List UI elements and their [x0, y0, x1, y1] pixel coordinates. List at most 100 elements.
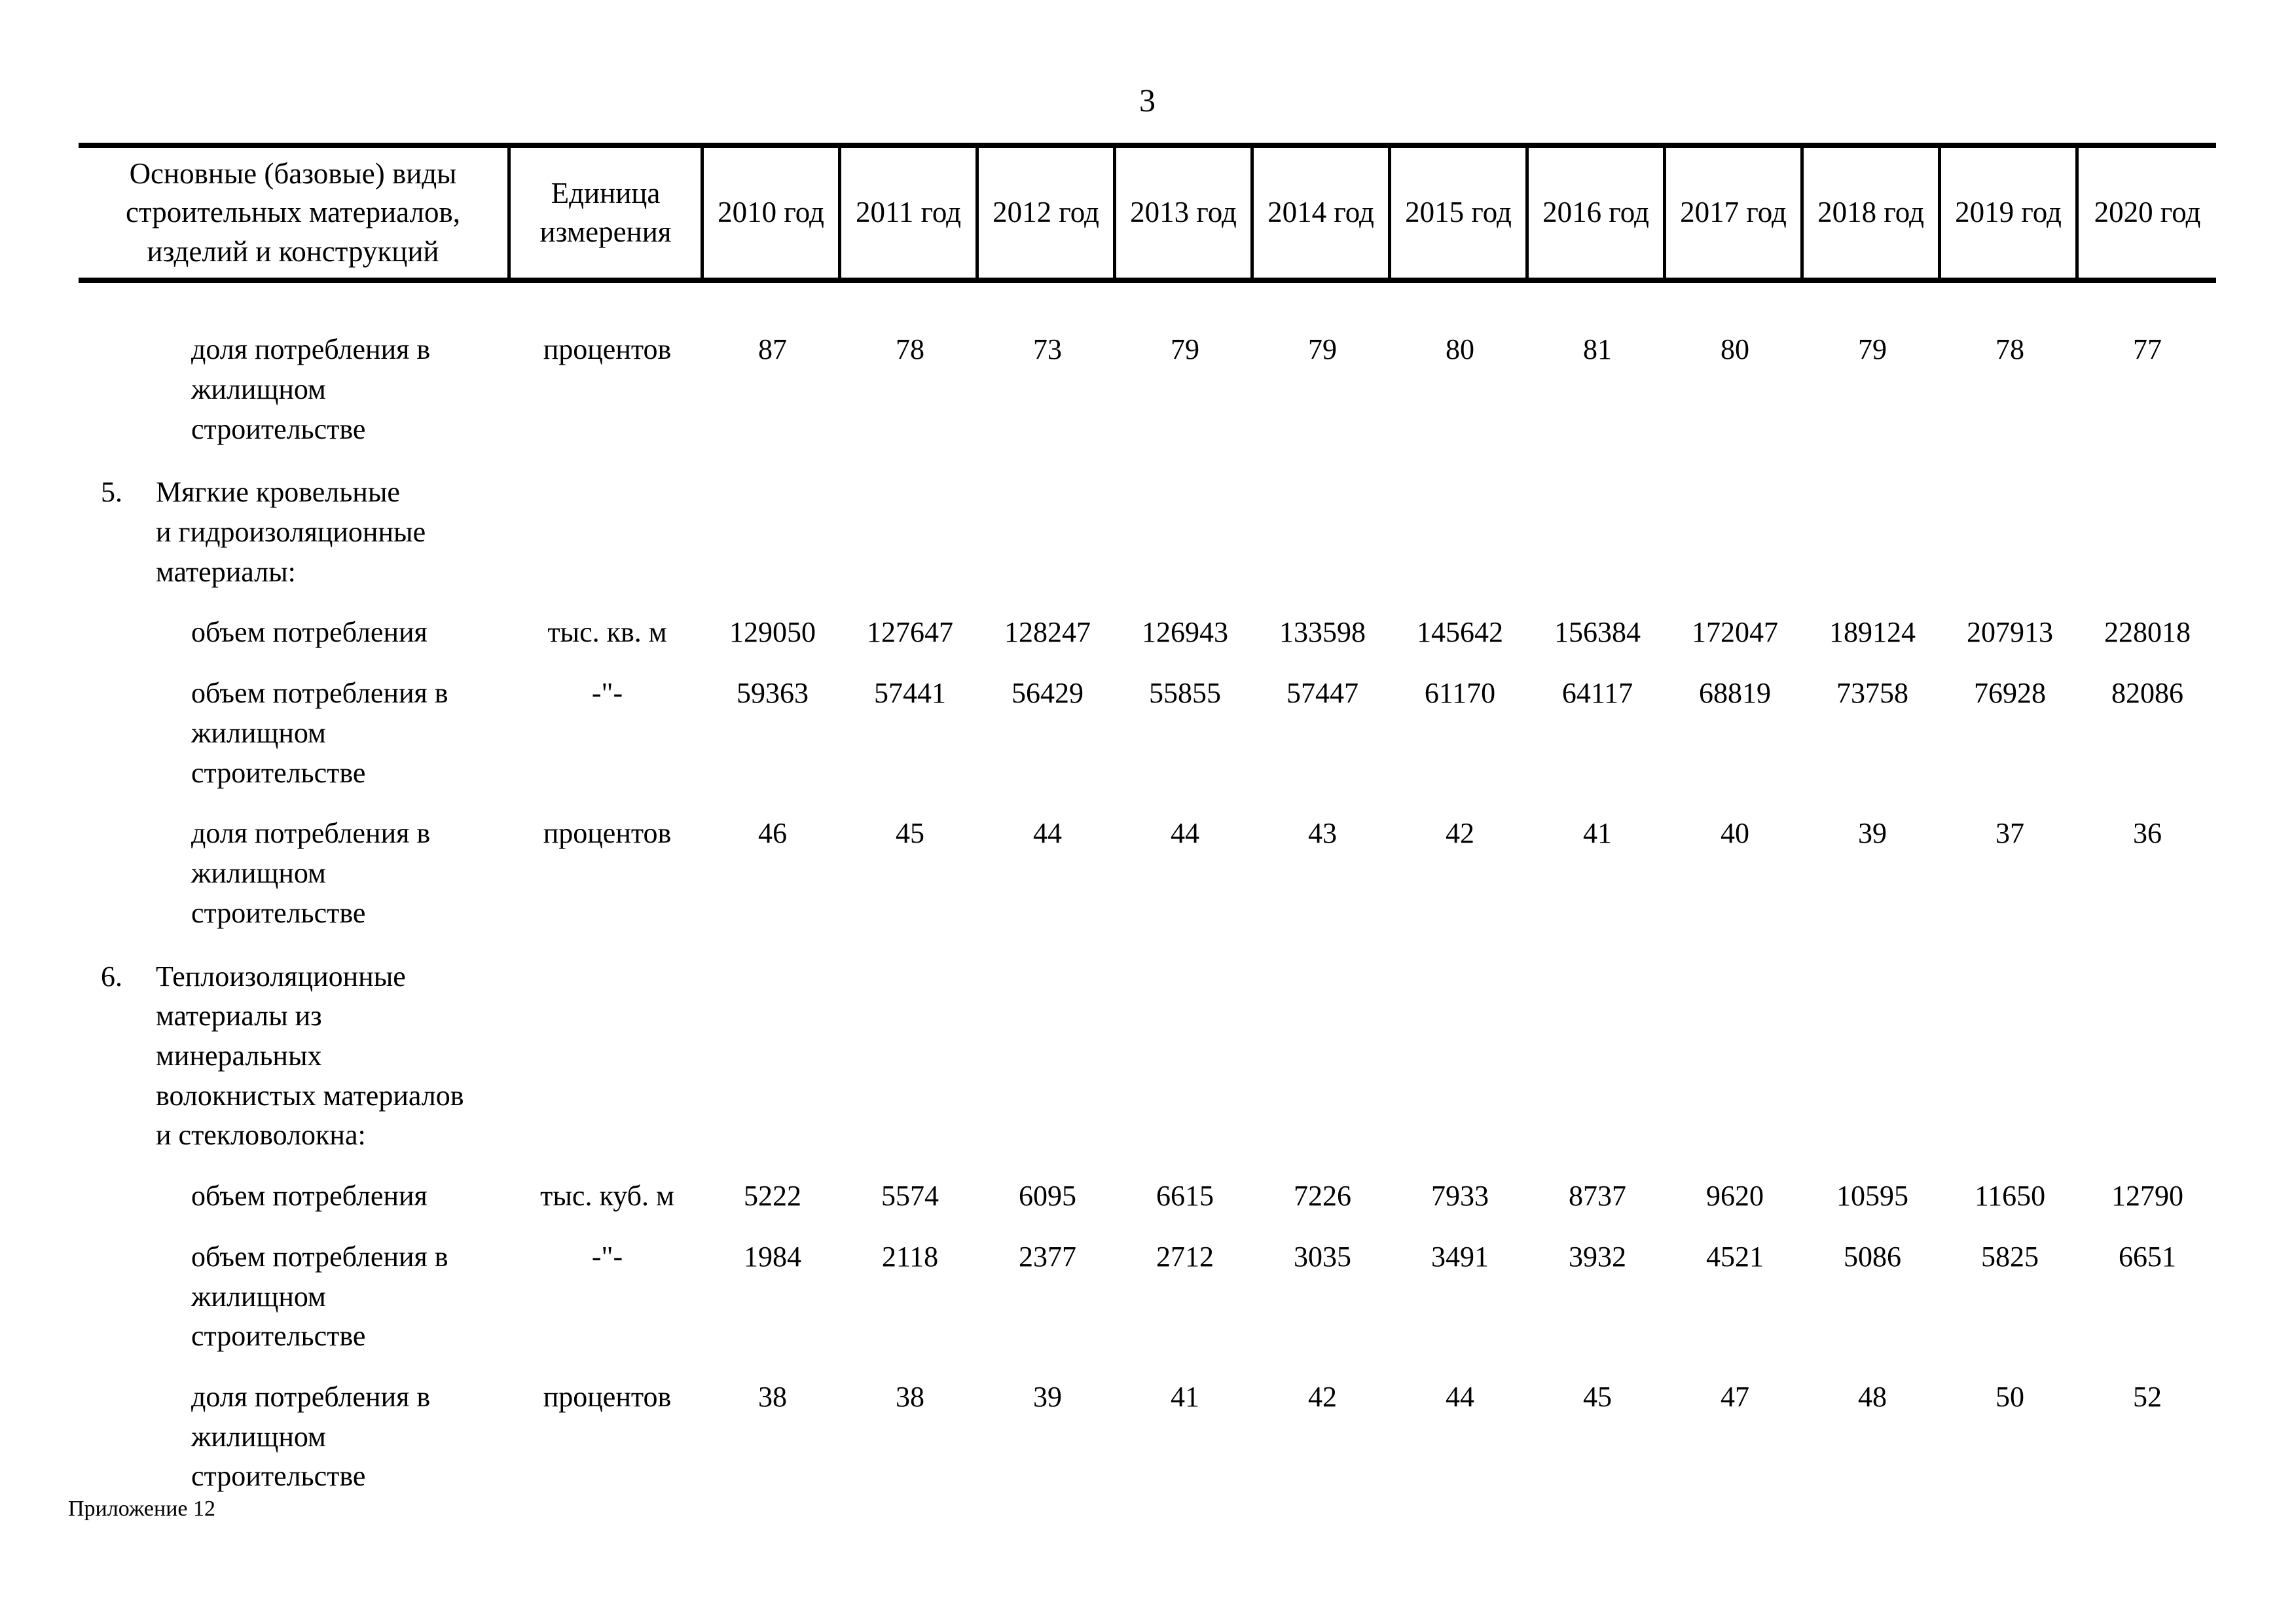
row-value: 42 — [1308, 1380, 1337, 1413]
row-value: 10595 — [1836, 1180, 1908, 1213]
row-value: 189124 — [1829, 616, 1916, 649]
row-value: 46 — [758, 817, 787, 850]
year-header-cell: 2016 год — [1529, 148, 1666, 278]
table-header: Основные (базовые) виды строительных мат… — [79, 143, 2216, 283]
row-value: 76928 — [1974, 677, 2046, 710]
row-value: 7933 — [1431, 1180, 1489, 1213]
row-value: 79 — [1171, 333, 1199, 366]
row-value: 133598 — [1279, 616, 1366, 649]
row-value: 38 — [758, 1380, 787, 1413]
table-row: объем потребления тыс. кв. м 129050 127647 1… — [79, 613, 2216, 653]
table-row: доля потребления в жилищном строительств… — [79, 330, 2216, 449]
row-unit: процентов — [543, 333, 672, 366]
row-value: 57441 — [874, 677, 946, 710]
row-value: 50 — [1995, 1380, 2024, 1413]
row-value: 40 — [1721, 817, 1749, 850]
row-value: 59363 — [737, 677, 809, 710]
row-value: 7226 — [1294, 1180, 1351, 1213]
table-row: объем потребления в жилищном строительст… — [79, 674, 2216, 793]
footer-note: Приложение 12 — [68, 1497, 215, 1521]
row-value: 56429 — [1011, 677, 1084, 710]
row-value: 64117 — [1561, 677, 1633, 710]
row-value: 3932 — [1569, 1240, 1626, 1273]
year-header-cell: 2018 год — [1804, 148, 1941, 278]
row-value: 80 — [1721, 333, 1749, 366]
name-header-cell: Основные (базовые) виды строительных мат… — [79, 148, 511, 278]
year-header-cell: 2019 год — [1941, 148, 2079, 278]
row-value: 55855 — [1149, 677, 1221, 710]
row-value: 57447 — [1286, 677, 1358, 710]
row-value: 68819 — [1699, 677, 1771, 710]
section-label: Мягкие кровельные и гидроизоляционные ма… — [156, 476, 426, 588]
row-value: 2118 — [881, 1240, 939, 1273]
row-label: объем потребления — [191, 616, 428, 649]
row-value: 2712 — [1156, 1240, 1214, 1273]
row-unit: -"- — [591, 1240, 623, 1273]
row-value: 129050 — [729, 616, 816, 649]
year-header-cell: 2014 год — [1254, 148, 1391, 278]
row-value: 38 — [896, 1380, 924, 1413]
year-header-cell: 2012 год — [979, 148, 1116, 278]
year-header-cell: 2017 год — [1666, 148, 1804, 278]
table-row: объем потребления тыс. куб. м 5222 5574 6095… — [79, 1176, 2216, 1216]
row-value: 45 — [896, 817, 924, 850]
row-value: 61170 — [1424, 677, 1496, 710]
year-header-cell: 2011 год — [841, 148, 979, 278]
row-value: 2377 — [1019, 1240, 1076, 1273]
row-label: доля потребления в жилищном строительств… — [191, 333, 431, 445]
row-value: 42 — [1446, 817, 1474, 850]
row-value: 5086 — [1844, 1240, 1901, 1273]
row-value: 126943 — [1142, 616, 1228, 649]
row-value: 41 — [1171, 1380, 1199, 1413]
section-number: 6. — [101, 960, 122, 993]
table-row: доля потребления в жилищном строительств… — [79, 814, 2216, 933]
table-body: доля потребления в жилищном строительств… — [79, 283, 2216, 1497]
year-header-cell: 2020 год — [2094, 196, 2201, 229]
row-value: 5222 — [744, 1180, 801, 1213]
row-value: 207913 — [1967, 616, 2053, 649]
row-value: 36 — [2133, 817, 2162, 850]
row-unit: тыс. кв. м — [547, 616, 667, 649]
row-value: 5825 — [1981, 1240, 2039, 1273]
row-value: 87 — [758, 333, 787, 366]
row-unit: -"- — [591, 677, 623, 710]
row-value: 4521 — [1706, 1240, 1764, 1273]
section-label: Теплоизоляционные материалы из минеральн… — [156, 960, 464, 1152]
table-row: доля потребления в жилищном строительств… — [79, 1377, 2216, 1497]
row-value: 78 — [1995, 333, 2024, 366]
row-value: 1984 — [744, 1240, 801, 1273]
row-unit: тыс. куб. м — [540, 1180, 674, 1213]
row-value: 11650 — [1974, 1180, 2046, 1213]
row-value: 73758 — [1836, 677, 1908, 710]
materials-table: Основные (базовые) виды строительных мат… — [79, 143, 2216, 1497]
row-value: 82086 — [2111, 677, 2183, 710]
row-value: 43 — [1308, 817, 1337, 850]
row-value: 172047 — [1692, 616, 1778, 649]
row-value: 37 — [1995, 817, 2024, 850]
row-value: 6651 — [2119, 1240, 2176, 1273]
unit-header-cell: Единица измерения — [511, 148, 704, 278]
row-value: 77 — [2133, 333, 2162, 366]
row-label: доля потребления в жилищном строительств… — [191, 817, 431, 929]
row-value: 145642 — [1417, 616, 1503, 649]
row-value: 8737 — [1569, 1180, 1626, 1213]
row-label: объем потребления в жилищном строительст… — [191, 1240, 448, 1353]
row-label: объем потребления в жилищном строительст… — [191, 677, 448, 789]
row-value: 47 — [1721, 1380, 1749, 1413]
row-value: 44 — [1446, 1380, 1474, 1413]
section-row: 5. Мягкие кровельные и гидроизоляционные … — [79, 473, 2216, 592]
row-value: 45 — [1583, 1380, 1612, 1413]
row-label: объем потребления — [191, 1180, 428, 1213]
row-value: 79 — [1858, 333, 1887, 366]
row-value: 80 — [1446, 333, 1474, 366]
row-value: 156384 — [1554, 616, 1641, 649]
row-value: 79 — [1308, 333, 1337, 366]
row-value: 39 — [1858, 817, 1887, 850]
year-header-cell: 2015 год — [1391, 148, 1529, 278]
table-row: объем потребления в жилищном строительст… — [79, 1237, 2216, 1357]
row-unit: процентов — [543, 817, 672, 850]
row-value: 52 — [2133, 1380, 2162, 1413]
row-value: 73 — [1033, 333, 1062, 366]
section-number: 5. — [101, 476, 122, 509]
row-value: 6095 — [1019, 1180, 1076, 1213]
